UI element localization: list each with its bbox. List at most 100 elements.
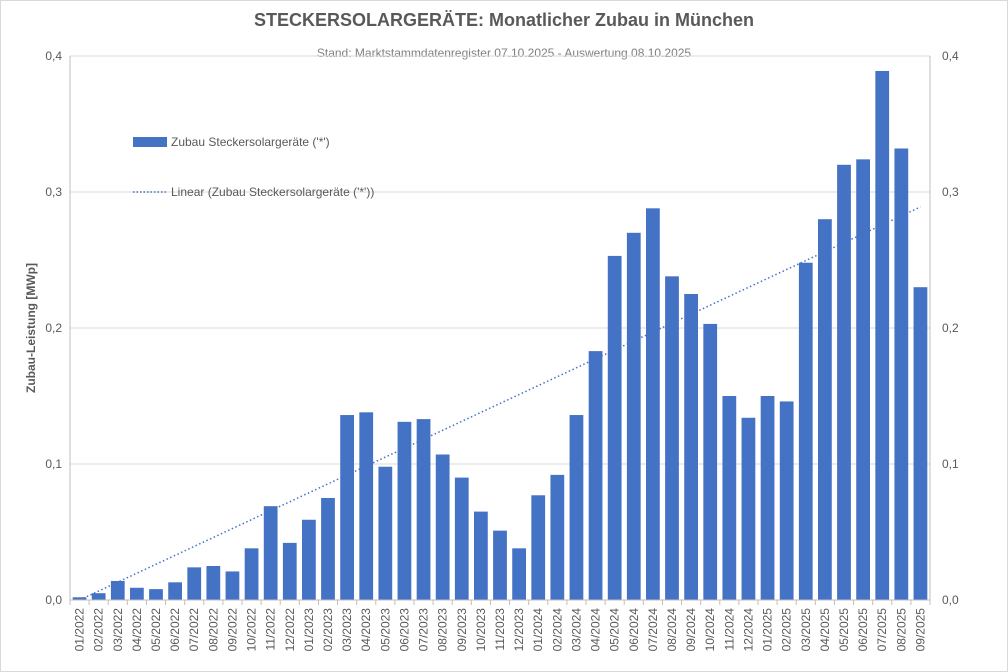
bar [512,548,526,600]
bar [722,396,737,600]
bar [550,474,565,600]
bar [244,548,259,600]
right-y-tick-label: 0,2 [942,321,959,335]
x-tick-label: 02/2023 [321,608,335,652]
bar [282,542,297,600]
bar [168,582,182,600]
bar [779,401,794,600]
bar [818,219,832,600]
legend-bar-swatch [133,137,167,147]
x-tick-label: 02/2025 [780,608,794,652]
x-tick-label: 09/2023 [455,608,469,652]
x-tick-label: 12/2024 [741,608,755,652]
legend-bar-label: Zubau Steckersolargeräte ('*') [171,135,330,149]
y-tick-label: 0,3 [45,185,62,199]
x-tick-label: 11/2024 [722,608,736,651]
bar [72,597,87,600]
left-tick-labels: 0,0 0,1 0,2 0,3 0,4 [45,49,62,607]
bar [703,323,718,600]
bar [263,506,278,600]
x-tick-label: 04/2022 [130,608,144,652]
x-tick-label: 05/2024 [608,608,622,652]
x-tick-label: 03/2024 [569,608,583,652]
x-tick-label: 06/2022 [168,608,182,652]
bar [474,511,488,600]
y-tick-label: 0,4 [45,49,62,63]
x-tick-label: 09/2024 [684,608,698,652]
bar [454,477,469,600]
right-y-tick-label: 0,0 [942,593,959,607]
y-tick-label: 0,0 [45,593,62,607]
x-tick-label: 02/2022 [92,608,106,652]
legend-trend-label: Linear (Zubau Steckersolargeräte ('*')) [171,185,374,199]
right-y-tick-label: 0,3 [942,185,959,199]
legend: Zubau Steckersolargeräte ('*') Linear (Z… [133,135,374,199]
x-tick-label: 05/2025 [837,608,851,652]
bar [626,232,641,601]
bar [665,276,679,600]
x-tick-label: 08/2025 [894,608,908,652]
x-tick-label: 02/2024 [550,608,564,652]
x-tick-label: 01/2025 [761,608,775,652]
trendline [79,206,921,601]
x-tick-label: 03/2025 [799,608,813,652]
bar [378,466,393,600]
x-tick-label: 06/2023 [397,608,411,652]
bar [435,454,450,600]
x-tick-label: 08/2022 [206,608,220,652]
x-tick-label: 12/2022 [283,608,297,652]
axes [69,56,931,605]
x-tick-label: 01/2023 [302,608,316,652]
y-tick-label: 0,2 [45,321,62,335]
x-tick-label: 01/2022 [73,608,87,652]
right-tick-labels: 0,0 0,1 0,2 0,3 0,4 [942,49,959,607]
x-tick-label: 09/2022 [225,608,239,652]
bar [340,415,354,600]
bar [110,580,125,600]
x-tick-labels: 01/2022 02/2022 03/2022 04/2022 05/2022 06/20… [73,608,928,652]
bar [493,530,507,600]
bar [569,415,584,600]
x-tick-label: 04/2023 [359,608,373,652]
bar [149,589,163,600]
bar [856,159,870,601]
x-tick-label: 07/2025 [875,608,889,652]
x-tick-label: 06/2025 [856,608,870,652]
bar [225,571,240,600]
bar [91,593,106,600]
bar [321,498,335,600]
bar [741,417,756,600]
x-tick-label: 03/2022 [111,608,125,652]
bar [416,419,431,600]
bar [913,287,928,600]
x-tick-label: 03/2023 [340,608,354,652]
bar [798,262,813,600]
x-tick-label: 06/2024 [627,608,641,652]
bar [875,70,890,600]
right-y-tick-label: 0,1 [942,457,959,471]
right-y-tick-label: 0,4 [942,49,959,63]
x-tick-label: 12/2023 [512,608,526,652]
bar [206,566,221,600]
bar [531,495,546,600]
x-tick-label: 04/2025 [818,608,832,652]
trendline-path [79,206,921,601]
bar [684,294,698,600]
x-tick-label: 10/2023 [474,608,488,652]
x-tick-label: 08/2023 [436,608,450,652]
bar [646,208,660,600]
bar [607,255,622,601]
x-tick-label: 07/2022 [187,608,201,652]
chart-title: STECKERSOLARGERÄTE: Monatlicher Zubau in… [253,10,754,30]
bar [359,412,374,600]
x-tick-label: 07/2023 [417,608,431,652]
x-tick-label: 11/2023 [493,608,507,651]
x-tick-label: 05/2022 [149,608,163,652]
x-tick-label: 10/2022 [245,608,259,652]
bar [760,396,775,600]
bars [72,70,928,601]
y-tick-label: 0,1 [45,457,62,471]
x-tick-label: 10/2024 [703,608,717,652]
bar [187,567,202,600]
